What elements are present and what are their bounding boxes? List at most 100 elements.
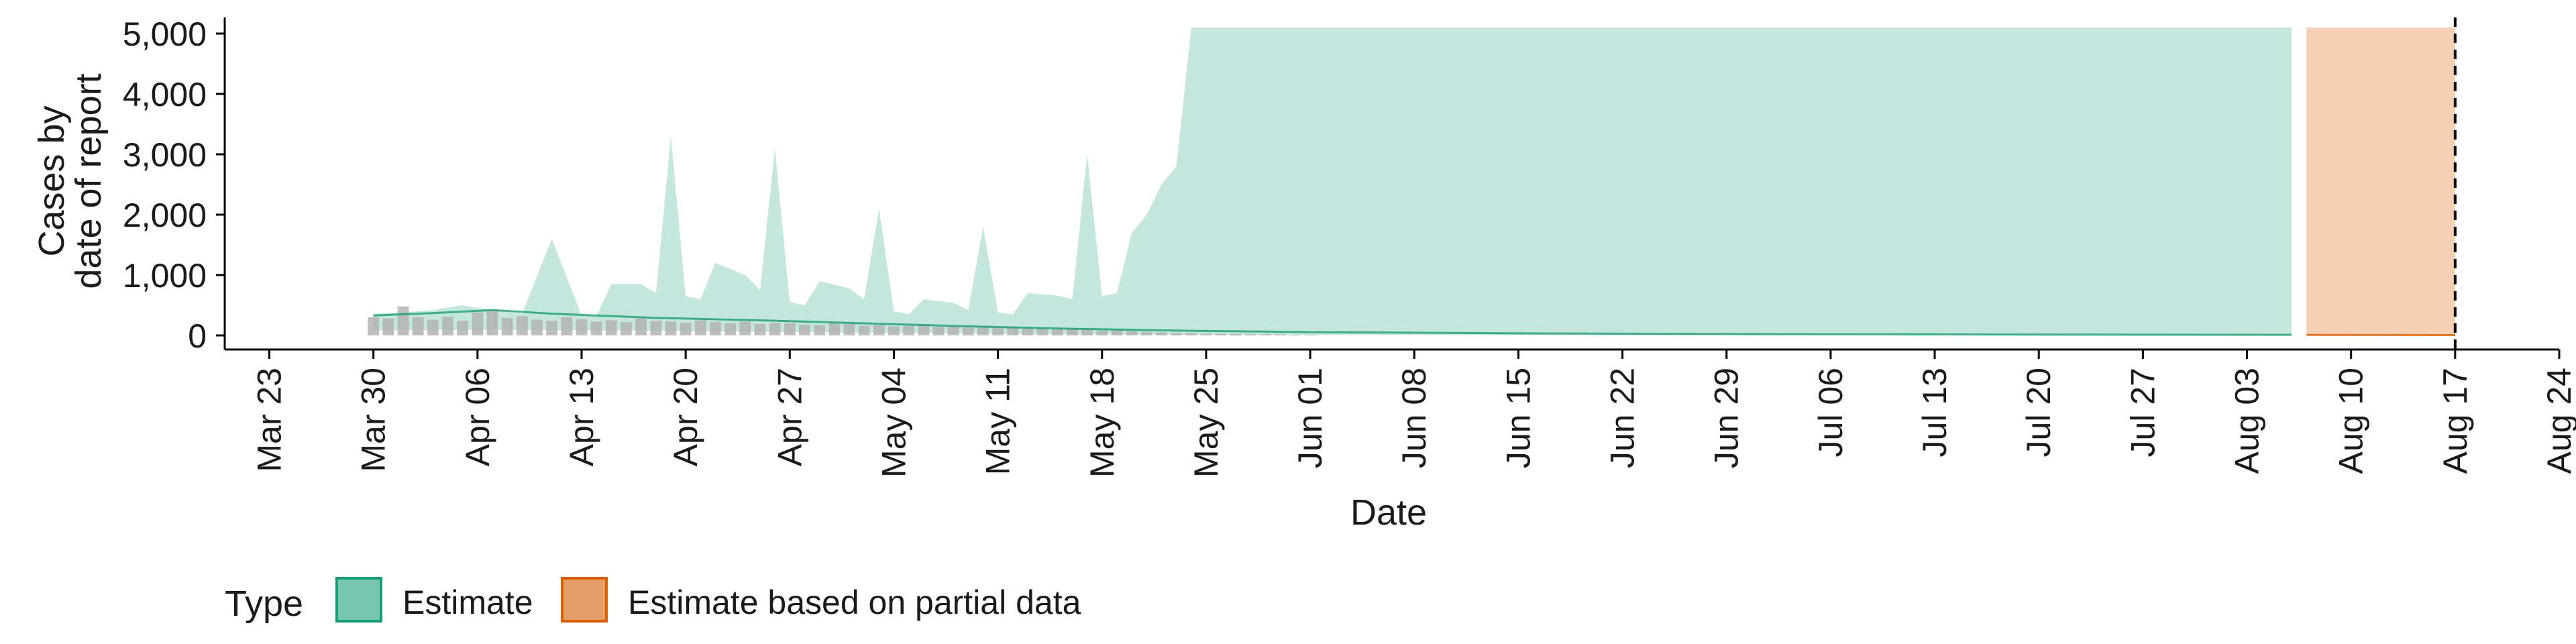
observed-case-bar (784, 323, 796, 335)
x-tick-label: Aug 17 (2436, 368, 2474, 474)
observed-case-bar (1140, 331, 1152, 335)
observed-case-bar (977, 326, 989, 335)
observed-case-bar (590, 321, 602, 335)
y-tick-label: 5,000 (123, 15, 207, 53)
x-tick-label: Apr 13 (563, 368, 600, 466)
x-tick-label: Aug 03 (2229, 368, 2266, 474)
x-tick-label: Jul 13 (1916, 368, 1953, 457)
legend-title: Type (225, 584, 303, 624)
observed-case-bar (531, 319, 543, 335)
observed-case-bar (739, 321, 751, 335)
observed-case-bar (1036, 327, 1049, 335)
x-tick-label: Jul 27 (2124, 368, 2161, 457)
plot-marks (368, 17, 2457, 350)
observed-case-bar (665, 321, 677, 335)
observed-case-bar (1156, 332, 1167, 335)
observed-case-bar (368, 317, 379, 335)
x-tick-label: Jun 22 (1604, 368, 1642, 468)
estimate-ribbon (373, 28, 2292, 335)
observed-case-bar (1111, 329, 1123, 335)
legend-item-estimate: Estimate (335, 577, 533, 623)
observed-case-bar (1096, 330, 1108, 335)
x-tick-label: Jun 29 (1708, 368, 1746, 468)
observed-case-bar (1126, 331, 1138, 335)
observed-case-bar (799, 324, 810, 335)
observed-case-bar (576, 319, 588, 335)
observed-case-bar (1245, 334, 1256, 335)
observed-case-bar (710, 322, 721, 335)
legend-label-estimate: Estimate (402, 584, 533, 621)
observed-case-bar (888, 326, 900, 335)
y-tick-label: 0 (188, 317, 207, 355)
y-tick-label: 2,000 (123, 197, 207, 234)
observed-case-bar (1081, 329, 1093, 335)
y-axis-title-line-1: Cases by (32, 105, 72, 256)
observed-case-bar (635, 318, 647, 335)
legend-swatch-estimate (335, 577, 382, 623)
observed-case-bar (412, 317, 424, 335)
x-tick-label: Jun 15 (1499, 368, 1537, 468)
observed-case-bar (814, 325, 825, 335)
x-axis-ticks: Mar 23 Mar 30 Apr 06 Apr 13 Apr 20 Apr 27 May … (251, 350, 2576, 478)
x-tick-label: Apr 27 (771, 368, 808, 466)
x-axis-title: Date (1350, 492, 1427, 533)
estimate-median-line (373, 309, 2292, 336)
observed-case-bar (501, 317, 513, 335)
x-tick-label: Apr 20 (667, 368, 704, 466)
x-tick-label: May 18 (1083, 368, 1121, 478)
observed-case-bar (992, 328, 1004, 335)
observed-case-bar (546, 321, 557, 335)
observed-case-bar (457, 321, 468, 335)
observed-case-bar (903, 325, 914, 335)
partial-data-ribbon (2306, 28, 2455, 335)
y-tick-label: 4,000 (123, 76, 207, 113)
observed-case-bar (472, 312, 484, 335)
y-axis-title-line-2: date of report (68, 73, 109, 288)
y-tick-label: 1,000 (123, 257, 207, 294)
x-tick-label: Jun 01 (1291, 368, 1329, 468)
x-tick-label: Mar 23 (251, 368, 288, 472)
observed-case-bar (1215, 333, 1227, 335)
y-axis-ticks: 0 1,000 2,000 3,000 4,000 5,000 (123, 15, 225, 355)
x-tick-label: Jul 06 (1812, 368, 1849, 457)
observed-case-bar (382, 318, 394, 335)
observed-case-bar (724, 323, 736, 335)
x-tick-label: Aug 24 (2540, 368, 2576, 474)
y-axis-title-group: Cases by date of report (32, 73, 109, 288)
axes (223, 17, 2559, 351)
observed-case-bar (858, 325, 870, 335)
observed-case-bar (680, 323, 692, 335)
observed-case-bar (1230, 333, 1242, 336)
observed-case-bar (1051, 329, 1063, 335)
x-tick-label: May 11 (979, 368, 1017, 475)
x-tick-label: Aug 10 (2332, 368, 2370, 474)
observed-case-bar (843, 323, 855, 335)
observed-case-bar (1171, 333, 1182, 335)
observed-case-bar (1260, 334, 1271, 335)
x-tick-label: Mar 30 (355, 368, 392, 472)
x-tick-label: Apr 06 (459, 368, 496, 466)
observed-case-bar (1185, 333, 1197, 335)
observed-case-bar (947, 326, 959, 335)
observed-case-bar (605, 320, 617, 335)
observed-case-bar (1022, 329, 1034, 335)
observed-case-bar (621, 322, 632, 335)
legend: Type Estimate Estimate based on partial … (225, 577, 1081, 624)
legend-item-partial: Estimate based on partial data (561, 577, 1081, 623)
x-tick-label: May 04 (875, 368, 913, 478)
x-tick-label: May 25 (1187, 368, 1225, 478)
observed-case-bar (828, 323, 841, 335)
observed-case-bar (486, 310, 498, 335)
observed-case-bar (516, 316, 528, 335)
observed-case-bar (932, 327, 945, 335)
observed-case-bar (442, 317, 453, 335)
observed-case-bar (1200, 333, 1212, 335)
observed-case-bar (427, 319, 439, 335)
observed-case-bar (754, 323, 766, 335)
observed-case-bar (962, 327, 974, 335)
x-tick-label: Jul 20 (2020, 368, 2057, 457)
observed-case-bar (769, 323, 781, 335)
y-tick-label: 3,000 (123, 136, 207, 174)
observed-case-bar (694, 320, 706, 335)
